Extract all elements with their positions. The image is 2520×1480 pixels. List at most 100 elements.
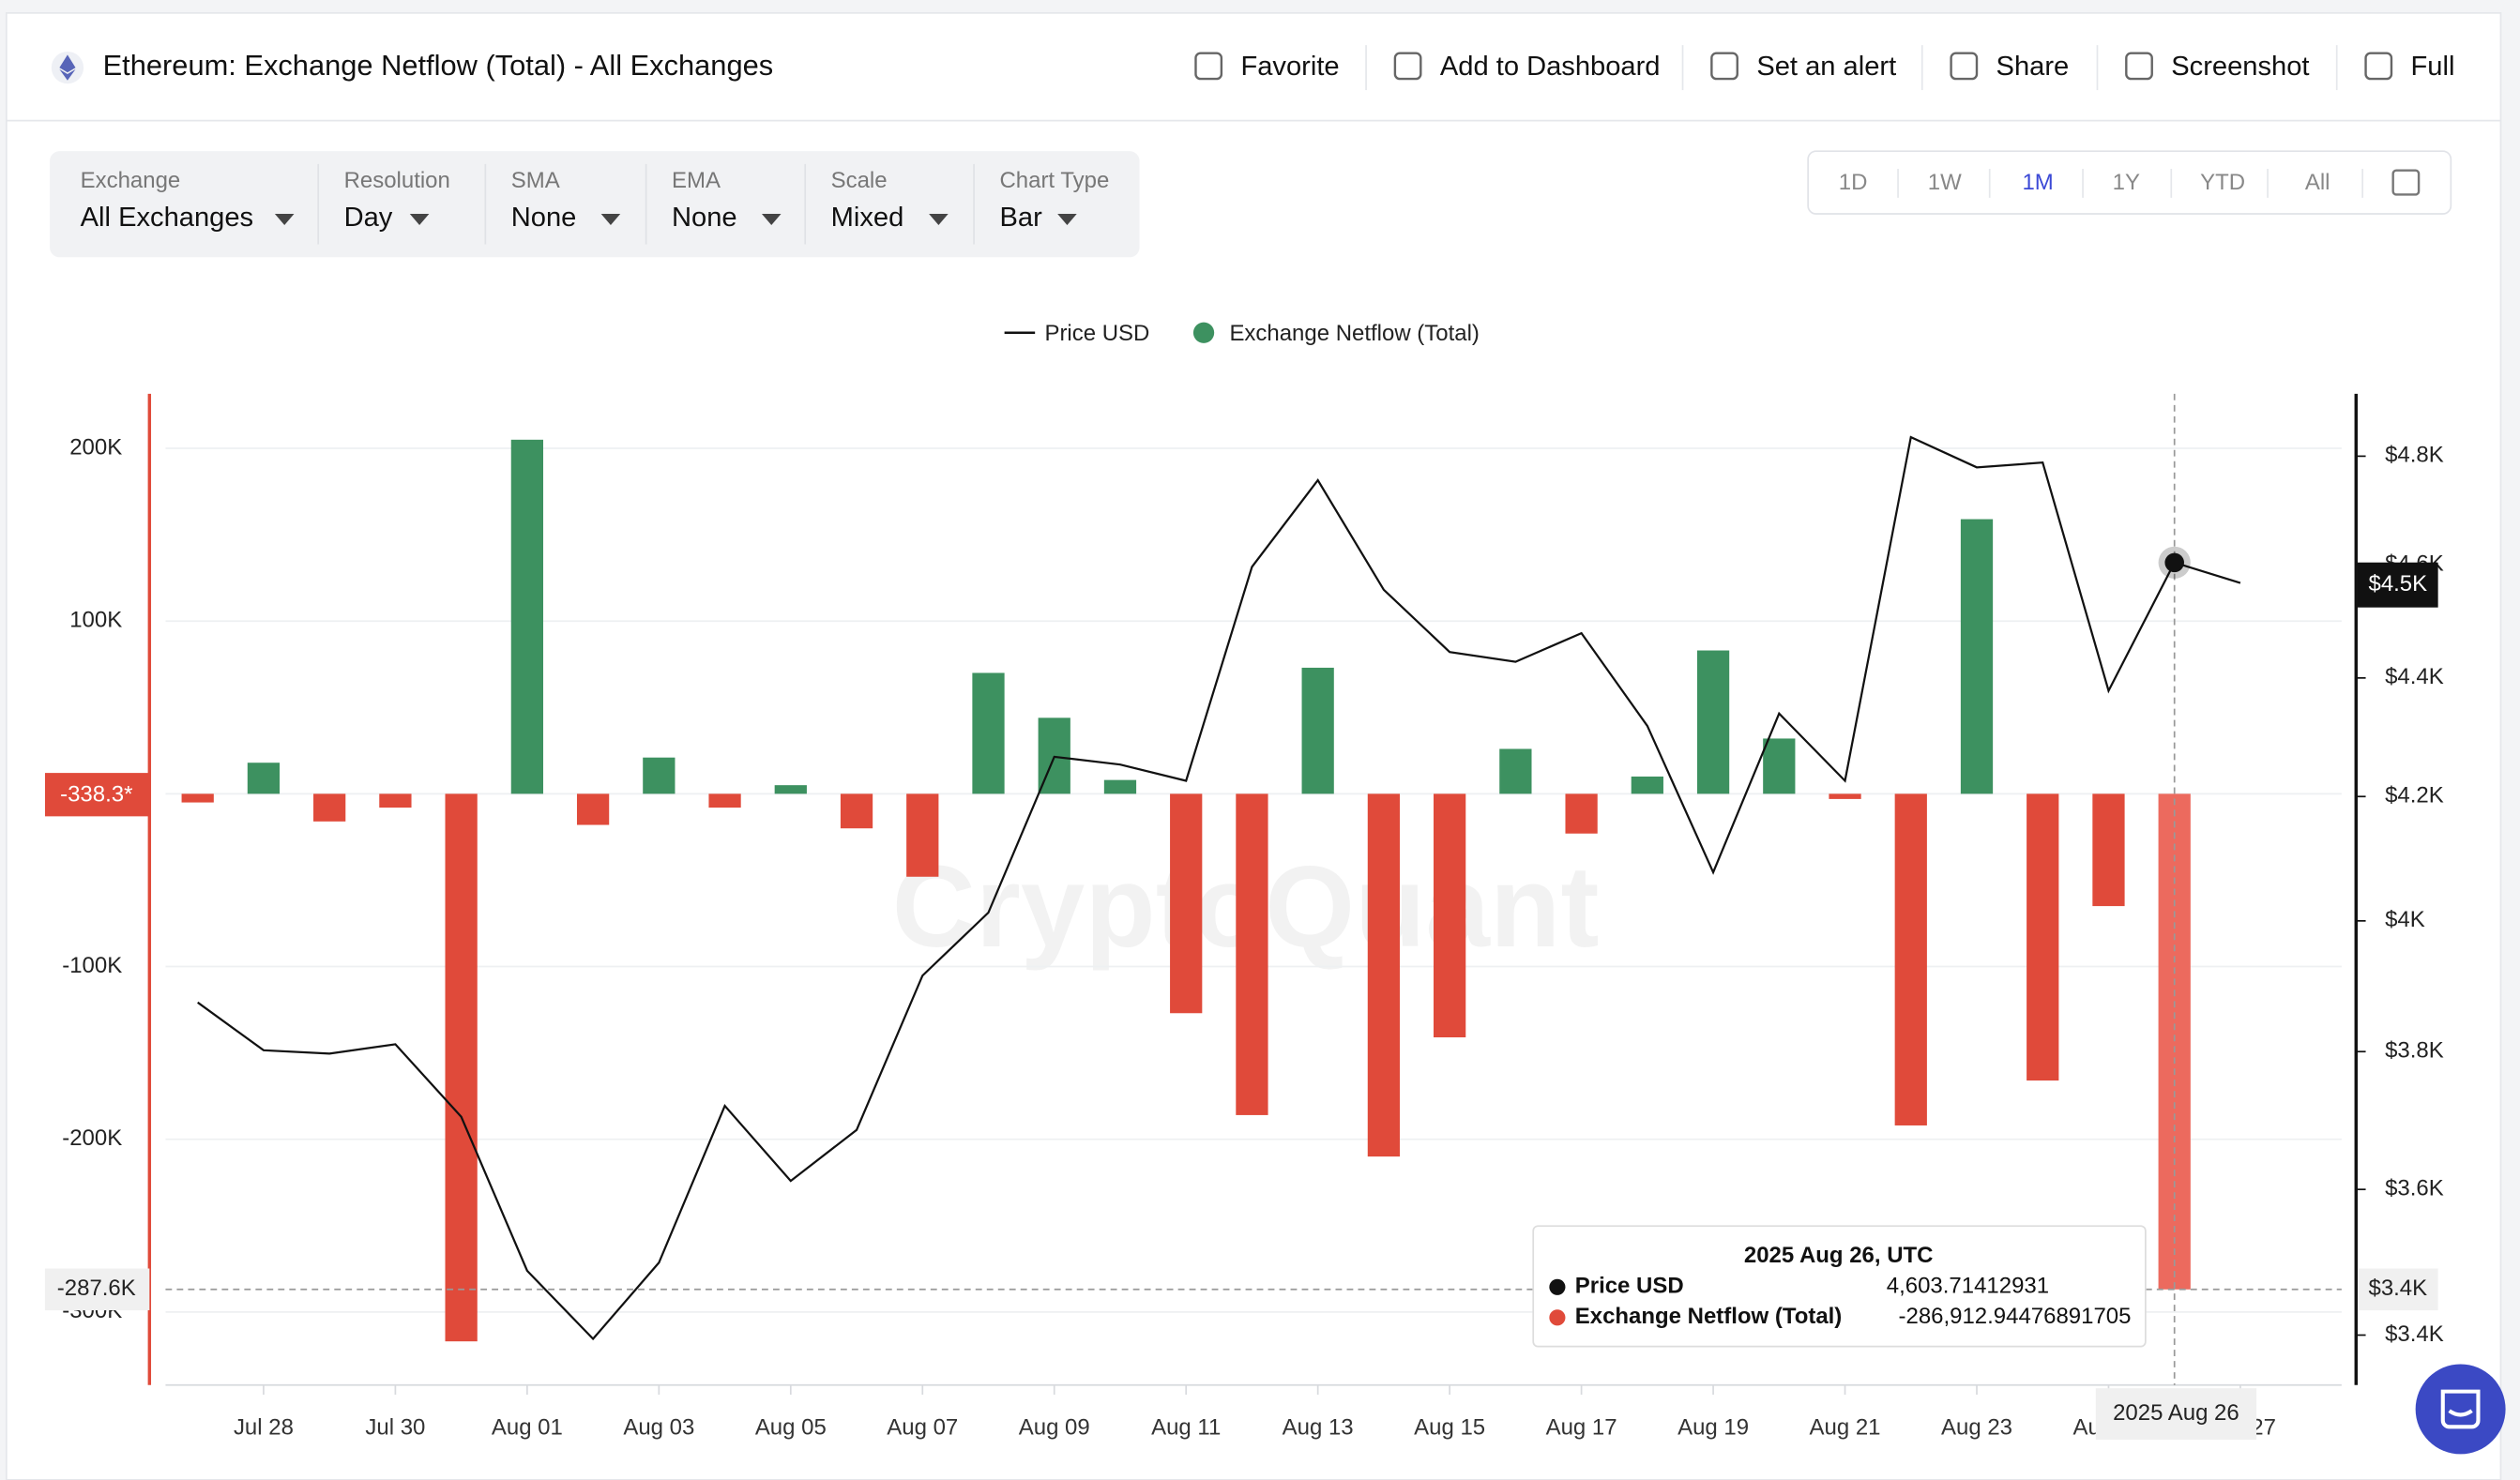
x-tick-label: Jul 28 <box>234 1414 294 1440</box>
bar <box>1236 793 1268 1115</box>
y2-tick-label: $4.2K <box>2385 783 2444 808</box>
range-button[interactable]: 1W <box>1928 170 1962 195</box>
bar <box>1829 793 1861 799</box>
filter-label: Scale <box>831 168 888 193</box>
chat-button[interactable] <box>2415 1364 2506 1455</box>
bar <box>1960 519 1994 794</box>
x-tick-label: Aug 21 <box>1810 1414 1881 1440</box>
action-icon <box>1194 52 1223 81</box>
x-tick-label: Aug 15 <box>1414 1414 1485 1440</box>
filter-bar <box>50 151 1140 258</box>
dropdown-arrow <box>1057 213 1077 225</box>
action-button[interactable]: Full <box>2411 52 2455 82</box>
x-tick-label: Aug 09 <box>1019 1414 1090 1440</box>
tooltip-title: 2025 Aug 26, UTC <box>1744 1243 1934 1268</box>
y-tick-label: 100K <box>69 608 122 633</box>
bar <box>906 793 939 877</box>
filter-label: Exchange <box>81 168 181 193</box>
filter-label: Resolution <box>344 168 450 193</box>
range-button[interactable]: All <box>2305 170 2330 195</box>
x-tick-label: Aug 23 <box>1941 1414 2012 1440</box>
legend-dot <box>1192 322 1215 343</box>
legend-label[interactable]: Price USD <box>1044 321 1149 346</box>
legend-label[interactable]: Exchange Netflow (Total) <box>1229 321 1479 346</box>
bar <box>1894 793 1927 1125</box>
crosshair-left-box <box>44 1268 150 1311</box>
x-tick-label: Aug 01 <box>492 1414 563 1440</box>
action-icon <box>1393 52 1422 81</box>
bar <box>972 672 1005 794</box>
filter-label: EMA <box>672 168 721 193</box>
bar <box>1763 738 1796 794</box>
action-button[interactable]: Screenshot <box>2171 52 2309 82</box>
filter-value[interactable]: None <box>672 203 737 233</box>
crosshair-right-box <box>2357 1268 2438 1311</box>
bar <box>1367 793 1401 1157</box>
bar <box>445 793 478 1342</box>
action-button[interactable]: Set an alert <box>1756 52 1896 82</box>
tooltip-value: -286,912.94476891705 <box>1899 1304 2132 1329</box>
page-title: Ethereum: Exchange Netflow (Total) - All… <box>103 49 774 82</box>
hover-point <box>2164 552 2184 573</box>
range-button[interactable]: 1M <box>2022 170 2053 195</box>
bar <box>840 793 873 829</box>
price-marker-label: $4.5K <box>2368 571 2427 597</box>
y-tick-label: -200K <box>62 1125 122 1151</box>
crosshair-left-label: -287.6K <box>57 1276 136 1301</box>
action-button[interactable]: Favorite <box>1240 52 1339 82</box>
bar <box>1434 793 1466 1038</box>
bar <box>1696 650 1730 794</box>
dropdown-arrow <box>929 213 949 225</box>
y2-tick-label: $3.6K <box>2385 1176 2444 1201</box>
bar <box>2027 793 2059 1081</box>
y2-tick-label: $4.8K <box>2385 443 2444 468</box>
x-tick-label: Aug 17 <box>1546 1414 1617 1440</box>
dropdown-arrow <box>274 213 295 225</box>
filter-value[interactable]: All Exchanges <box>81 203 253 233</box>
action-icon <box>1710 52 1738 81</box>
filter-value[interactable]: Bar <box>999 203 1042 233</box>
bar <box>708 793 741 808</box>
action-button[interactable]: Add to Dashboard <box>1440 52 1661 82</box>
bar <box>379 793 412 808</box>
bar <box>1565 793 1598 834</box>
action-icon <box>2364 52 2393 81</box>
range-button[interactable]: 1Y <box>2113 170 2140 195</box>
bar <box>643 757 676 794</box>
tooltip-name: Exchange Netflow (Total) <box>1575 1304 1843 1329</box>
x-tick-label: Aug 19 <box>1677 1414 1749 1440</box>
axis-marker-label: -338.3* <box>60 781 132 807</box>
y2-tick-label: $3.8K <box>2385 1038 2444 1064</box>
range-button[interactable]: 1D <box>1839 170 1868 195</box>
calendar-icon[interactable] <box>2391 169 2421 196</box>
filter-label: SMA <box>511 168 560 193</box>
date-marker-box <box>2095 1388 2257 1441</box>
bar <box>2092 793 2125 907</box>
filter-value[interactable]: None <box>511 203 577 233</box>
tooltip-dot <box>1549 1309 1566 1326</box>
tooltip <box>1532 1225 2147 1348</box>
date-marker-label: 2025 Aug 26 <box>2113 1400 2239 1426</box>
tooltip-value: 4,603.71412931 <box>1887 1274 2049 1299</box>
y2-tick-label: $3.4K <box>2385 1321 2444 1347</box>
y-tick-label: 200K <box>69 434 122 460</box>
x-tick-label: Aug 11 <box>1151 1414 1221 1440</box>
price-line <box>197 435 2241 1341</box>
action-button[interactable]: Share <box>1996 52 2070 82</box>
bar <box>510 439 543 794</box>
filter-value[interactable]: Mixed <box>831 203 904 233</box>
y-tick-label: -100K <box>62 953 122 978</box>
bar <box>1170 793 1203 1014</box>
dropdown-arrow <box>600 213 621 225</box>
action-icon <box>2125 52 2153 81</box>
range-button[interactable]: YTD <box>2200 170 2245 195</box>
axis-marker <box>44 773 150 817</box>
range-bar <box>1807 150 2452 215</box>
filter-value[interactable]: Day <box>344 203 393 233</box>
y2-tick-label: $4.4K <box>2385 664 2444 689</box>
action-icon <box>1950 52 1979 81</box>
bar <box>1301 667 1334 794</box>
filter-label: Chart Type <box>999 168 1109 193</box>
dropdown-arrow <box>761 213 782 225</box>
